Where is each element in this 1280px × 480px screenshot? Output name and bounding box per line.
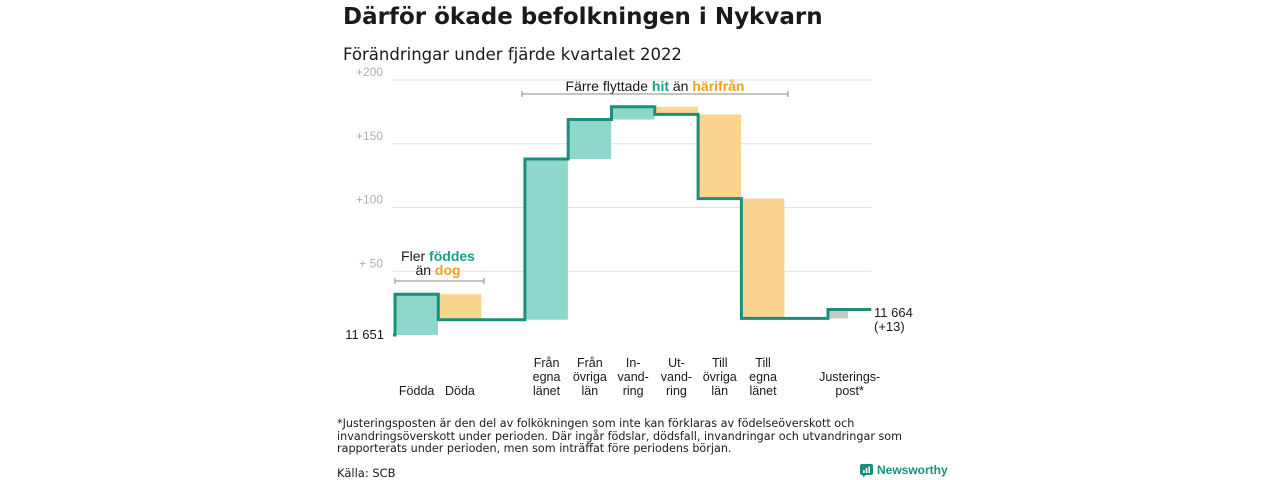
grid-lines: [393, 79, 871, 272]
step-line: [393, 105, 872, 337]
bar: [654, 106, 698, 115]
step-line-path: [393, 105, 872, 337]
brand-logo: Newsworthy: [860, 463, 948, 477]
y-tick-label: +100: [356, 193, 383, 207]
bar: [611, 106, 655, 120]
bar: [741, 198, 785, 319]
bar: [829, 309, 848, 319]
newsworthy-logo-icon: [860, 463, 873, 477]
chart-title: Därför ökade befolkningen i Nykvarn: [343, 4, 823, 30]
brand-name: Newsworthy: [877, 463, 948, 477]
bar: [698, 114, 742, 199]
bar: [395, 294, 438, 335]
y-tick-label: + 50: [359, 256, 383, 270]
source-label: Källa: SCB: [337, 466, 396, 480]
net-change-label: (+13): [874, 319, 905, 334]
x-tick-label: Från övriga län: [573, 356, 607, 398]
bar: [524, 159, 568, 320]
x-tick-label: In-vand-ring: [618, 356, 649, 398]
bar: [438, 294, 482, 320]
annotation-dog: än dog: [415, 262, 460, 278]
x-tick-label: Till övriga län: [703, 356, 737, 398]
y-tick-label: +200: [356, 65, 383, 79]
footnote: *Justeringsposten är den del av folkökni…: [337, 417, 903, 455]
chart-subtitle: Förändringar under fjärde kvartalet 2022: [343, 45, 682, 64]
bars: [395, 106, 848, 335]
y-axis-ticks: + 50 +100 +150 +200: [356, 65, 383, 270]
start-value-label: 11 651: [345, 327, 384, 342]
end-value-label: 11 664: [874, 305, 913, 320]
x-tick-label: Ut-vand-ring: [661, 356, 692, 398]
y-tick-label: +150: [356, 129, 383, 143]
x-tick-label: Justerings-post*: [819, 370, 880, 398]
annotation-fodda: Fler föddes: [401, 248, 475, 264]
x-tick-label: Från egna länet: [533, 356, 561, 398]
annotations: Färre flyttade hit än härifrån Fler födde…: [345, 78, 913, 342]
x-tick-label: Födda: [399, 384, 434, 398]
x-axis-labels: Födda Döda Från egna länet Från övriga län In-va…: [399, 356, 880, 398]
annotation-flyttade: Färre flyttade hit än härifrån: [566, 78, 745, 94]
x-tick-label: Döda: [445, 384, 475, 398]
x-tick-label: Till egna länet: [749, 356, 777, 398]
bar: [568, 119, 612, 160]
